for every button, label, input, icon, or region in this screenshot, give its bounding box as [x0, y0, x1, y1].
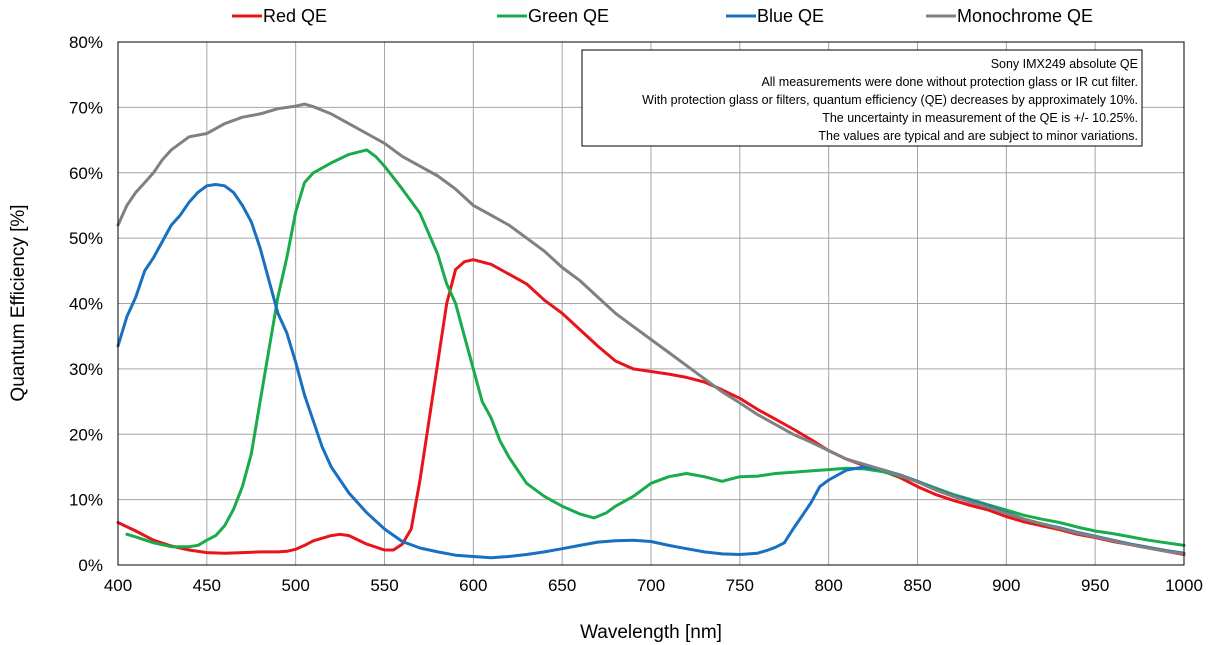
annotation-line-5: The values are typical and are subject t… [818, 129, 1138, 143]
x-tick-label: 550 [370, 576, 398, 595]
series-lines [116, 102, 1186, 560]
y-tick-label: 70% [69, 98, 103, 117]
x-tick-label: 1000 [1165, 576, 1203, 595]
legend: Red QE Green QE Blue QE Monochrome QE [232, 6, 1093, 26]
legend-label-green-qe: Green QE [528, 6, 609, 26]
y-tick-label: 30% [69, 360, 103, 379]
annotation-line-3: With protection glass or filters, quantu… [642, 93, 1138, 107]
x-tick-labels: 400 450 500 550 600 650 700 750 800 850 900 950 1000 [104, 576, 1203, 595]
annotation-line-4: The uncertainty in measurement of the QE… [822, 111, 1138, 125]
y-tick-label: 10% [69, 491, 103, 510]
x-tick-label: 450 [193, 576, 221, 595]
x-axis-title: Wavelength [nm] [580, 622, 722, 643]
y-tick-label: 40% [69, 295, 103, 314]
annotation-line-1: Sony IMX249 absolute QE [991, 57, 1138, 71]
legend-label-red-qe: Red QE [263, 6, 327, 26]
x-tick-label: 400 [104, 576, 132, 595]
x-tick-label: 900 [992, 576, 1020, 595]
y-tick-labels: 0% 10% 20% 30% 40% 50% 60% 70% 80% [69, 33, 103, 575]
plot-area-border [117, 41, 1185, 566]
legend-label-monochrome-qe: Monochrome QE [957, 6, 1093, 26]
series-line-green-qe [125, 148, 1186, 549]
x-tick-label: 950 [1081, 576, 1109, 595]
y-tick-label: 0% [78, 556, 103, 575]
y-axis-title: Quantum Efficiency [%] [8, 204, 29, 401]
series-line-monochrome-qe [116, 102, 1186, 556]
x-tick-label: 650 [548, 576, 576, 595]
y-tick-label: 80% [69, 33, 103, 52]
x-tick-label: 850 [903, 576, 931, 595]
x-tick-label: 800 [814, 576, 842, 595]
legend-label-blue-qe: Blue QE [757, 6, 824, 26]
series-line-red-qe [116, 258, 1186, 556]
y-tick-label: 50% [69, 229, 103, 248]
y-tick-label: 20% [69, 425, 103, 444]
y-tick-label: 60% [69, 164, 103, 183]
x-tick-label: 600 [459, 576, 487, 595]
x-tick-label: 500 [281, 576, 309, 595]
x-tick-label: 750 [726, 576, 754, 595]
annotation-line-2: All measurements were done without prote… [761, 75, 1138, 89]
x-tick-label: 700 [637, 576, 665, 595]
annotation-box: Sony IMX249 absolute QE All measurements… [581, 49, 1143, 147]
